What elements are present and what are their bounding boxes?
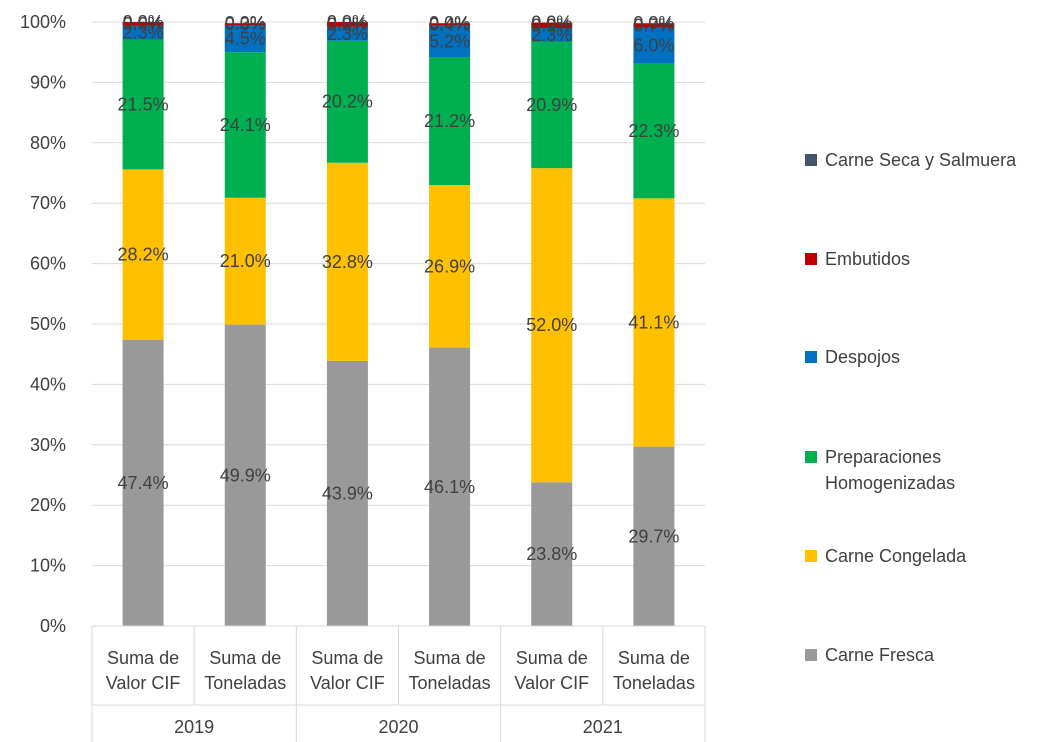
x-category-label: Suma de bbox=[107, 648, 179, 668]
data-label: 43.9% bbox=[322, 483, 373, 503]
x-group-label: 2019 bbox=[174, 717, 214, 737]
data-label: 0.0% bbox=[633, 13, 674, 33]
data-label: 21.0% bbox=[220, 251, 271, 271]
data-label: 21.2% bbox=[424, 111, 475, 131]
data-label: 0.0% bbox=[225, 13, 266, 33]
x-category-label: Valor CIF bbox=[106, 673, 181, 693]
data-label: 47.4% bbox=[118, 473, 169, 493]
data-label: 0.0% bbox=[429, 13, 470, 33]
x-category-label: Valor CIF bbox=[310, 673, 385, 693]
x-category-label: Valor CIF bbox=[514, 673, 589, 693]
data-label: 22.3% bbox=[628, 121, 679, 141]
y-tick-label: 0% bbox=[40, 616, 66, 636]
legend-label: Carne Fresca bbox=[825, 645, 935, 665]
legend-label: Despojos bbox=[825, 347, 900, 367]
legend-label: Carne Seca y Salmuera bbox=[825, 150, 1017, 170]
legend-label: Preparaciones bbox=[825, 447, 941, 467]
data-label: 49.9% bbox=[220, 465, 271, 485]
x-category-label: Suma de bbox=[311, 648, 383, 668]
data-label: 0.0% bbox=[531, 13, 572, 33]
data-label: 0.0% bbox=[327, 12, 368, 32]
legend-swatch bbox=[805, 351, 817, 363]
y-tick-label: 100% bbox=[20, 12, 66, 32]
y-tick-label: 40% bbox=[30, 374, 66, 394]
data-label: 29.7% bbox=[628, 526, 679, 546]
y-tick-label: 30% bbox=[30, 435, 66, 455]
data-label: 28.2% bbox=[118, 245, 169, 265]
y-tick-label: 20% bbox=[30, 495, 66, 515]
x-category-label: Toneladas bbox=[409, 673, 491, 693]
x-group-label: 2020 bbox=[378, 717, 418, 737]
x-category-label: Suma de bbox=[618, 648, 690, 668]
y-tick-label: 70% bbox=[30, 193, 66, 213]
legend-swatch bbox=[805, 253, 817, 265]
gridlines bbox=[92, 22, 705, 566]
y-axis: 0% 10% 20% 30% 40% 50% 60% 70% 80% 90% 100% bbox=[20, 12, 66, 636]
data-label: 46.1% bbox=[424, 477, 475, 497]
x-axis: Suma de Valor CIF Suma de Toneladas Suma de V… bbox=[92, 626, 705, 742]
data-label: 41.1% bbox=[628, 312, 679, 332]
data-label: 20.9% bbox=[526, 95, 577, 115]
legend-label: Embutidos bbox=[825, 249, 910, 269]
y-tick-label: 60% bbox=[30, 254, 66, 274]
x-category-label: Toneladas bbox=[613, 673, 695, 693]
y-tick-label: 10% bbox=[30, 556, 66, 576]
data-label: 21.5% bbox=[118, 94, 169, 114]
y-tick-label: 50% bbox=[30, 314, 66, 334]
data-label: 24.1% bbox=[220, 115, 271, 135]
data-label: 0.0% bbox=[123, 12, 164, 32]
y-tick-label: 80% bbox=[30, 133, 66, 153]
legend-label: Homogenizadas bbox=[825, 473, 955, 493]
y-tick-label: 90% bbox=[30, 72, 66, 92]
legend: Carne Seca y Salmuera Embutidos Despojos Pr… bbox=[805, 150, 1017, 665]
x-group-label: 2021 bbox=[583, 717, 623, 737]
x-category-label: Suma de bbox=[516, 648, 588, 668]
data-label: 20.2% bbox=[322, 92, 373, 112]
legend-label: Carne Congelada bbox=[825, 546, 967, 566]
data-label: 23.8% bbox=[526, 544, 577, 564]
x-category-label: Suma de bbox=[414, 648, 486, 668]
legend-swatch bbox=[805, 451, 817, 463]
legend-swatch bbox=[805, 649, 817, 661]
data-labels: 47.4%28.2%21.5%2.3%0.6%0.0%49.9%21.0%24.… bbox=[118, 12, 680, 564]
x-category-label: Toneladas bbox=[204, 673, 286, 693]
data-label: 6.0% bbox=[633, 36, 674, 56]
data-label: 52.0% bbox=[526, 315, 577, 335]
x-category-label: Suma de bbox=[209, 648, 281, 668]
legend-swatch bbox=[805, 550, 817, 562]
legend-swatch bbox=[805, 154, 817, 166]
data-label: 32.8% bbox=[322, 252, 373, 272]
data-label: 26.9% bbox=[424, 256, 475, 276]
